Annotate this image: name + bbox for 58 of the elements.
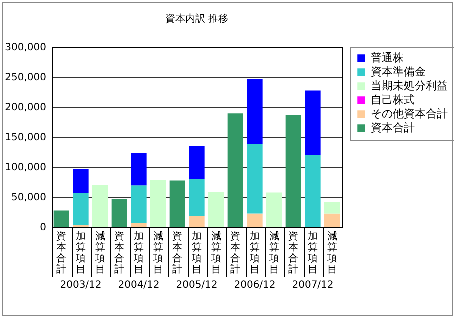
x-tick-label: 減算項目 xyxy=(269,230,280,276)
bar xyxy=(131,186,147,224)
x-tick-label: 減算項目 xyxy=(153,230,164,276)
y-tick-label: 100,000 xyxy=(5,162,46,174)
bar xyxy=(189,179,205,216)
x-tick-label: 加算項目 xyxy=(76,230,86,276)
bar xyxy=(247,214,263,227)
bar xyxy=(266,192,282,227)
x-tick-label: 資本合計 xyxy=(172,230,183,276)
x-tick-label: 減算項目 xyxy=(327,230,338,276)
chart-title: 資本内訳 推移 xyxy=(165,13,229,25)
bar xyxy=(112,199,128,227)
x-tick-label: 資本合計 xyxy=(288,230,299,276)
x-tick-label: 資本合計 xyxy=(114,230,125,276)
legend-label: 自己株式 xyxy=(371,94,415,106)
bar xyxy=(305,155,321,227)
bar xyxy=(73,169,89,194)
bar xyxy=(324,202,340,214)
legend-label: 普通株 xyxy=(371,52,404,64)
text: 2003/12 xyxy=(60,280,102,291)
bar xyxy=(324,214,340,227)
bar xyxy=(131,153,147,186)
bar xyxy=(150,180,166,227)
bar xyxy=(131,223,147,227)
x-tick-label: 資本合計 xyxy=(230,230,241,276)
bar xyxy=(170,180,186,227)
y-tick-label: 250,000 xyxy=(5,72,46,84)
x-tick-label: 減算項目 xyxy=(95,230,106,276)
y-tick-label: 300,000 xyxy=(5,42,46,54)
bar xyxy=(305,90,321,155)
bar xyxy=(286,115,302,227)
legend-label: 資本準備金 xyxy=(371,66,426,78)
bar xyxy=(247,144,263,214)
y-tick-label: 0 xyxy=(40,222,46,234)
text: 2004/12 xyxy=(118,280,160,291)
text: 2006/12 xyxy=(234,280,276,291)
bar xyxy=(73,193,89,226)
legend-label: その他資本合計 xyxy=(371,108,448,120)
x-tick-label: 加算項目 xyxy=(134,230,144,276)
y-tick-label: 150,000 xyxy=(5,132,46,144)
bar xyxy=(228,114,244,227)
bar xyxy=(189,146,205,179)
bar xyxy=(247,79,263,144)
bar xyxy=(189,216,205,227)
x-tick-label: 加算項目 xyxy=(192,230,202,276)
legend-label: 資本合計 xyxy=(371,122,415,134)
bar xyxy=(208,192,224,227)
text: 2007/12 xyxy=(292,280,334,291)
legend-label: 当期未処分利益 xyxy=(371,80,448,92)
x-tick-label: 加算項目 xyxy=(308,230,318,276)
y-tick-label: 50,000 xyxy=(12,192,46,204)
x-tick-label: 減算項目 xyxy=(211,230,222,276)
x-tick-label: 加算項目 xyxy=(250,230,260,276)
y-tick-label: 200,000 xyxy=(5,102,46,114)
bar xyxy=(92,185,108,227)
x-tick-label: 資本合計 xyxy=(56,230,67,276)
text: 2005/12 xyxy=(176,280,218,291)
bar xyxy=(54,210,70,227)
